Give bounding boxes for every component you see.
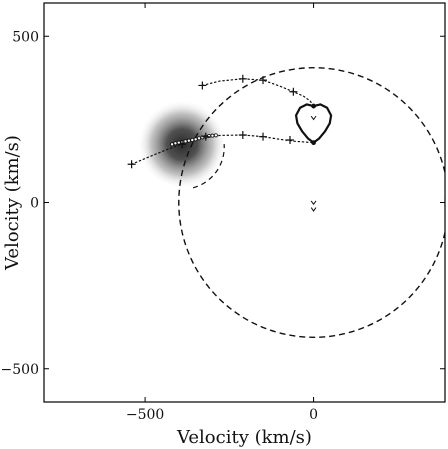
filled-point-0: [311, 103, 316, 109]
dashed-circle: [178, 67, 445, 338]
y-axis-label: Velocity (km/s): [2, 135, 23, 271]
plot-content: [127, 67, 445, 338]
y-tick-label-2: 500: [12, 29, 39, 45]
lower-trajectory: [201, 78, 315, 107]
plus-marker-0: [127, 160, 136, 169]
v-marker-0: [310, 115, 317, 121]
plus-marker-1: [178, 140, 187, 149]
chain-marker-7: [193, 137, 198, 142]
solid-loop: [294, 103, 333, 144]
chain-marker-13: [213, 133, 218, 138]
dashed-arc: [192, 143, 225, 189]
y-tick-label-0: −500: [1, 362, 39, 378]
chain-marker-12: [210, 133, 215, 138]
plus-marker-4: [259, 76, 268, 85]
plus-marker-2: [198, 81, 207, 90]
plus-marker-6: [201, 132, 210, 141]
chain-marker-4: [183, 139, 188, 144]
v-marker-2: [310, 207, 317, 212]
y-tick-label-1: 0: [30, 196, 39, 212]
plus-marker-8: [259, 132, 268, 141]
plus-marker-3: [238, 74, 247, 83]
x-axis-label: Velocity (km/s): [176, 427, 312, 448]
x-tick-label-0: −500: [126, 407, 164, 423]
plus-marker-5: [289, 87, 298, 96]
x-tick-label-1: 0: [309, 407, 318, 423]
chain-marker-5: [186, 138, 191, 143]
filled-point-1: [311, 140, 316, 146]
chain-marker-8: [197, 136, 202, 141]
chain-marker-6: [190, 137, 195, 142]
v-marker-1: [310, 200, 317, 206]
chain-marker-1: [173, 141, 178, 146]
chain-marker-0: [170, 142, 175, 147]
plus-marker-7: [238, 131, 247, 139]
plus-marker-9: [285, 135, 294, 144]
plot-frame: [43, 2, 446, 403]
